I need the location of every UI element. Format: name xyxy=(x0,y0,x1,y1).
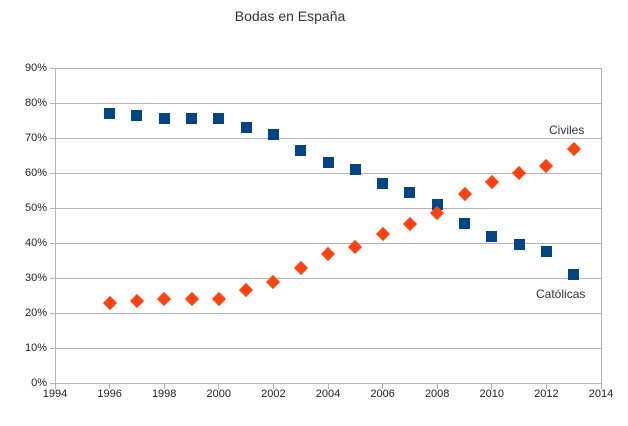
x-axis-label: 2012 xyxy=(534,388,559,400)
data-point-catolicas xyxy=(486,230,498,242)
y-axis-label: 30% xyxy=(24,272,47,284)
y-axis-tick xyxy=(50,207,55,209)
y-axis-label: 10% xyxy=(24,342,47,354)
data-point-civiles xyxy=(566,141,581,156)
data-point-catolicas xyxy=(240,122,252,133)
y-axis-tick xyxy=(50,67,55,69)
y-gridline xyxy=(55,172,602,174)
y-axis-label: 20% xyxy=(24,307,47,319)
data-point-catolicas xyxy=(213,113,225,125)
y-axis-tick xyxy=(50,277,55,279)
data-point-catolicas xyxy=(377,178,389,189)
y-axis-label: 40% xyxy=(24,237,47,249)
data-point-catolicas xyxy=(431,199,443,210)
data-point-catolicas xyxy=(131,109,143,121)
data-point-catolicas xyxy=(513,239,525,251)
y-axis-tick xyxy=(50,137,55,139)
x-axis-label: 2004 xyxy=(315,388,341,400)
data-point-civiles xyxy=(320,246,336,261)
x-axis-label: 2014 xyxy=(588,388,614,400)
data-point-catolicas xyxy=(404,186,416,198)
y-axis-tick xyxy=(50,102,55,104)
x-axis-tick xyxy=(491,384,493,389)
x-axis-tick xyxy=(327,384,329,389)
x-axis-tick xyxy=(436,384,438,389)
data-point-civiles xyxy=(402,216,417,231)
y-axis-tick xyxy=(50,382,55,384)
y-gridline xyxy=(55,347,602,349)
data-point-catolicas xyxy=(540,246,552,258)
y-gridline xyxy=(55,382,602,384)
series-label-catolicas: Católicas xyxy=(536,286,586,301)
x-axis-label: 2000 xyxy=(206,388,232,400)
data-point-catolicas xyxy=(104,108,116,119)
data-point-civiles xyxy=(484,174,499,189)
data-point-civiles xyxy=(512,165,527,181)
plot-border-right xyxy=(601,68,602,384)
data-point-catolicas xyxy=(322,157,334,168)
x-axis-tick xyxy=(218,384,220,389)
x-axis-tick xyxy=(382,384,384,389)
y-axis-label: 50% xyxy=(24,202,47,214)
y-axis-line xyxy=(55,68,56,384)
y-gridline xyxy=(55,312,602,314)
x-axis-label: 1996 xyxy=(97,388,122,400)
y-axis-tick xyxy=(50,172,55,174)
data-point-civiles xyxy=(239,283,254,298)
x-axis-label: 2002 xyxy=(261,388,286,400)
data-point-catolicas xyxy=(295,144,307,156)
y-axis-label: 70% xyxy=(24,132,47,144)
y-gridline xyxy=(55,207,602,209)
data-point-catolicas xyxy=(186,113,197,125)
series-label-civiles: Civiles xyxy=(549,122,585,137)
data-point-civiles xyxy=(211,291,226,307)
data-point-civiles xyxy=(375,227,390,242)
data-point-civiles xyxy=(293,260,308,275)
x-axis-tick xyxy=(600,384,602,389)
data-point-catolicas xyxy=(459,218,470,230)
data-point-civiles xyxy=(184,291,199,307)
data-point-catolicas xyxy=(568,269,580,280)
x-axis-label: 2008 xyxy=(424,388,450,400)
y-gridline xyxy=(55,242,602,244)
x-axis-label: 1998 xyxy=(151,388,177,400)
y-axis-label: 60% xyxy=(24,167,47,179)
data-point-catolicas xyxy=(158,113,170,125)
y-axis-label: 90% xyxy=(24,62,47,74)
data-point-catolicas xyxy=(349,164,361,175)
y-gridline xyxy=(55,277,602,279)
y-axis-tick xyxy=(50,312,55,314)
data-point-catolicas xyxy=(267,129,279,140)
x-axis-label: 1994 xyxy=(42,388,68,400)
x-axis-tick xyxy=(545,384,547,389)
data-point-civiles xyxy=(129,293,144,308)
y-axis-label: 0% xyxy=(31,377,47,389)
x-axis-label: 2006 xyxy=(370,388,395,400)
data-point-civiles xyxy=(102,295,117,310)
x-axis-tick xyxy=(163,384,165,389)
y-axis-tick xyxy=(50,347,55,349)
x-axis-tick xyxy=(272,384,274,389)
data-point-civiles xyxy=(457,186,472,202)
y-axis-label: 80% xyxy=(24,97,47,109)
x-axis-tick xyxy=(54,384,56,389)
y-gridline xyxy=(55,102,602,104)
y-gridline xyxy=(55,67,602,69)
x-axis-label: 2010 xyxy=(479,388,505,400)
data-point-civiles xyxy=(539,158,554,174)
y-gridline xyxy=(55,137,602,139)
x-axis-tick xyxy=(109,384,111,389)
data-point-civiles xyxy=(157,291,172,307)
y-axis-tick xyxy=(50,242,55,244)
chart-title: Bodas en España xyxy=(234,8,346,24)
